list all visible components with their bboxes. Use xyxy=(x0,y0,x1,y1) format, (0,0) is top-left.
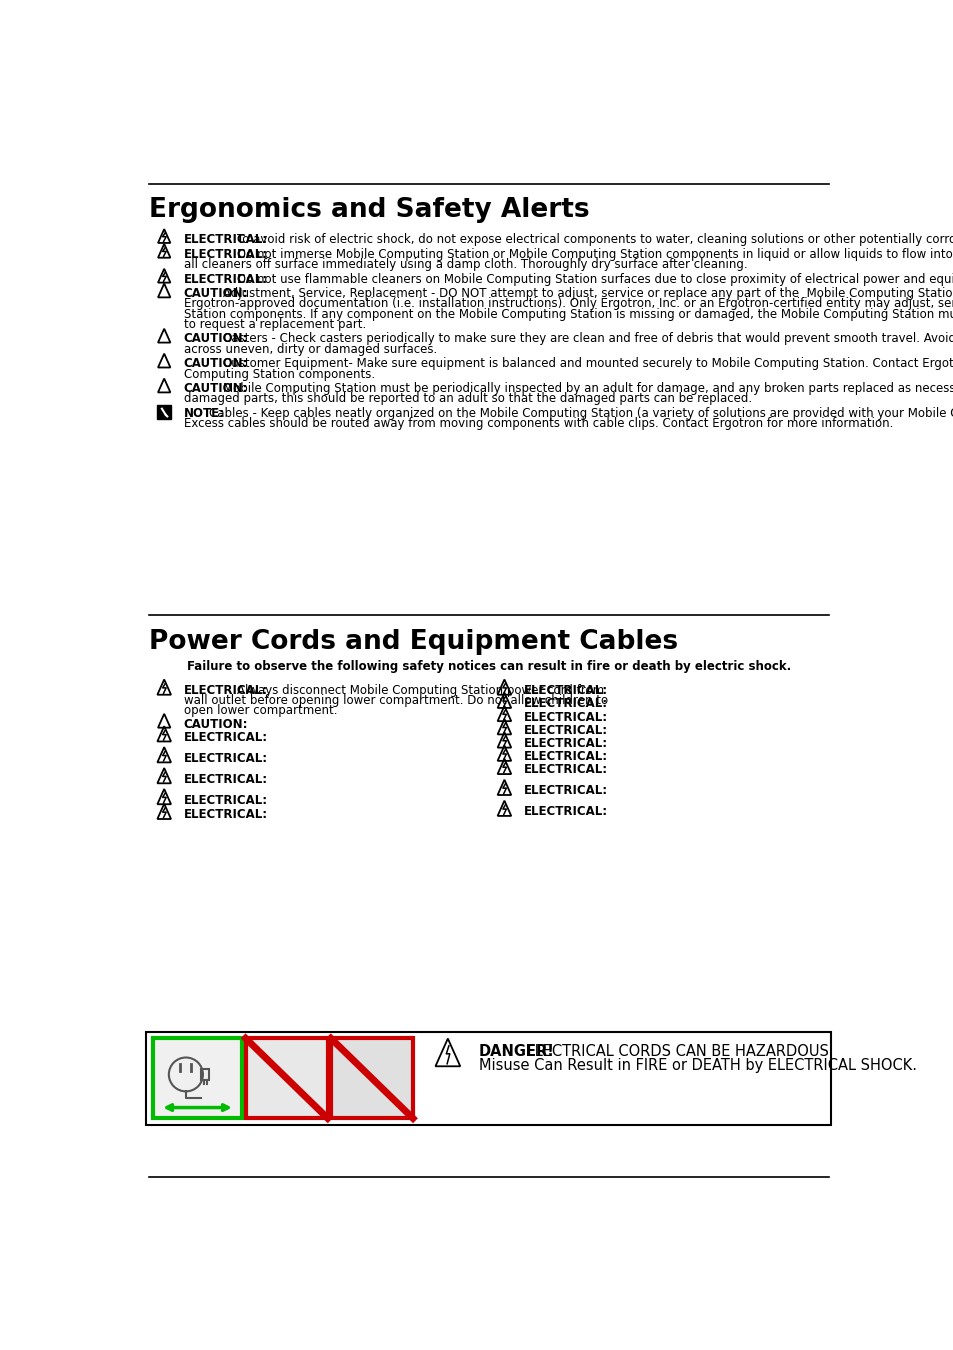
Text: CAUTION:: CAUTION: xyxy=(183,288,248,300)
Text: ELECTRICAL:: ELECTRICAL: xyxy=(523,737,607,751)
Text: damaged parts, this should be reported to an adult so that the damaged parts can: damaged parts, this should be reported t… xyxy=(183,393,751,405)
Text: across uneven, dirty or damaged surfaces.: across uneven, dirty or damaged surfaces… xyxy=(183,343,436,355)
FancyBboxPatch shape xyxy=(245,1038,328,1118)
Text: Power Cords and Equipment Cables: Power Cords and Equipment Cables xyxy=(149,629,678,655)
Text: Do not use flammable cleaners on Mobile Computing Station surfaces due to close : Do not use flammable cleaners on Mobile … xyxy=(237,273,953,285)
Text: ELECTRICAL:: ELECTRICAL: xyxy=(183,684,268,697)
Text: ELECTRICAL:: ELECTRICAL: xyxy=(523,724,607,737)
Text: Casters - Check casters periodically to make sure they are clean and free of deb: Casters - Check casters periodically to … xyxy=(223,332,953,346)
Text: ELECTRICAL:: ELECTRICAL: xyxy=(523,763,607,776)
Text: Excess cables should be routed away from moving components with cable clips. Con: Excess cables should be routed away from… xyxy=(183,417,892,431)
Text: Ergotron-approved documentation (i.e. installation instructions). Only Ergotron,: Ergotron-approved documentation (i.e. in… xyxy=(183,297,953,310)
Text: ELECTRICAL:: ELECTRICAL: xyxy=(183,772,268,786)
Bar xyxy=(157,405,171,418)
Text: Do not immerse Mobile Computing Station or Mobile Computing Station components i: Do not immerse Mobile Computing Station … xyxy=(237,247,953,261)
Text: CAUTION:: CAUTION: xyxy=(183,718,248,730)
Text: ELECTRICAL:: ELECTRICAL: xyxy=(183,232,268,246)
Text: Ergonomics and Safety Alerts: Ergonomics and Safety Alerts xyxy=(149,197,589,223)
Text: Failure to observe the following safety notices can result in fire or death by e: Failure to observe the following safety … xyxy=(187,660,790,674)
Text: Always disconnect Mobile Computing Station power cord from: Always disconnect Mobile Computing Stati… xyxy=(237,684,604,697)
Text: ELECTRICAL:: ELECTRICAL: xyxy=(183,273,268,285)
Text: Computing Station components.: Computing Station components. xyxy=(183,367,375,381)
Text: ELECTRICAL:: ELECTRICAL: xyxy=(183,794,268,806)
FancyBboxPatch shape xyxy=(331,1038,413,1118)
Text: Station components. If any component on the Mobile Computing Station is missing : Station components. If any component on … xyxy=(183,308,953,320)
Text: Adjustment, Service, Replacement - DO NOT attempt to adjust, service or replace : Adjustment, Service, Replacement - DO NO… xyxy=(223,288,953,300)
Text: ELECTRICAL:: ELECTRICAL: xyxy=(523,805,607,818)
Text: CAUTION:: CAUTION: xyxy=(183,382,248,396)
Text: Mobile Computing Station must be periodically inspected by an adult for damage, : Mobile Computing Station must be periodi… xyxy=(223,382,953,396)
Text: wall outlet before opening lower compartment. Do not allow children to: wall outlet before opening lower compart… xyxy=(183,694,607,707)
Text: open lower compartment.: open lower compartment. xyxy=(183,705,336,717)
FancyBboxPatch shape xyxy=(146,1033,831,1125)
FancyBboxPatch shape xyxy=(152,1038,242,1118)
Text: CAUTION:: CAUTION: xyxy=(183,332,248,346)
Text: ELECTRICAL:: ELECTRICAL: xyxy=(523,710,607,724)
Text: Cables - Keep cables neatly organized on the Mobile Computing Station (a variety: Cables - Keep cables neatly organized on… xyxy=(209,408,953,420)
Text: ELECTRICAL:: ELECTRICAL: xyxy=(523,698,607,710)
Text: ELECTRICAL:: ELECTRICAL: xyxy=(183,752,268,764)
Text: to request a replacement part.: to request a replacement part. xyxy=(183,317,365,331)
Text: all cleaners off surface immediately using a damp cloth. Thoroughly dry surface : all cleaners off surface immediately usi… xyxy=(183,258,746,271)
Text: DANGER!: DANGER! xyxy=(478,1044,554,1058)
Text: ELECTRICAL CORDS CAN BE HAZARDOUS: ELECTRICAL CORDS CAN BE HAZARDOUS xyxy=(520,1044,828,1058)
Text: NOTE:: NOTE: xyxy=(183,408,224,420)
Text: ELECTRICAL:: ELECTRICAL: xyxy=(183,809,268,821)
Text: To avoid risk of electric shock, do not expose electrical components to water, c: To avoid risk of electric shock, do not … xyxy=(237,232,953,246)
Text: Customer Equipment- Make sure equipment is balanced and mounted securely to Mobi: Customer Equipment- Make sure equipment … xyxy=(223,358,953,370)
Text: ELECTRICAL:: ELECTRICAL: xyxy=(523,751,607,763)
Text: ELECTRICAL:: ELECTRICAL: xyxy=(183,247,268,261)
Text: ELECTRICAL:: ELECTRICAL: xyxy=(523,784,607,798)
Text: CAUTION:: CAUTION: xyxy=(183,358,248,370)
Text: ELECTRICAL:: ELECTRICAL: xyxy=(183,730,268,744)
Text: ELECTRICAL:: ELECTRICAL: xyxy=(523,684,607,697)
Text: Misuse Can Result in FIRE or DEATH by ELECTRICAL SHOCK.: Misuse Can Result in FIRE or DEATH by EL… xyxy=(478,1057,916,1072)
